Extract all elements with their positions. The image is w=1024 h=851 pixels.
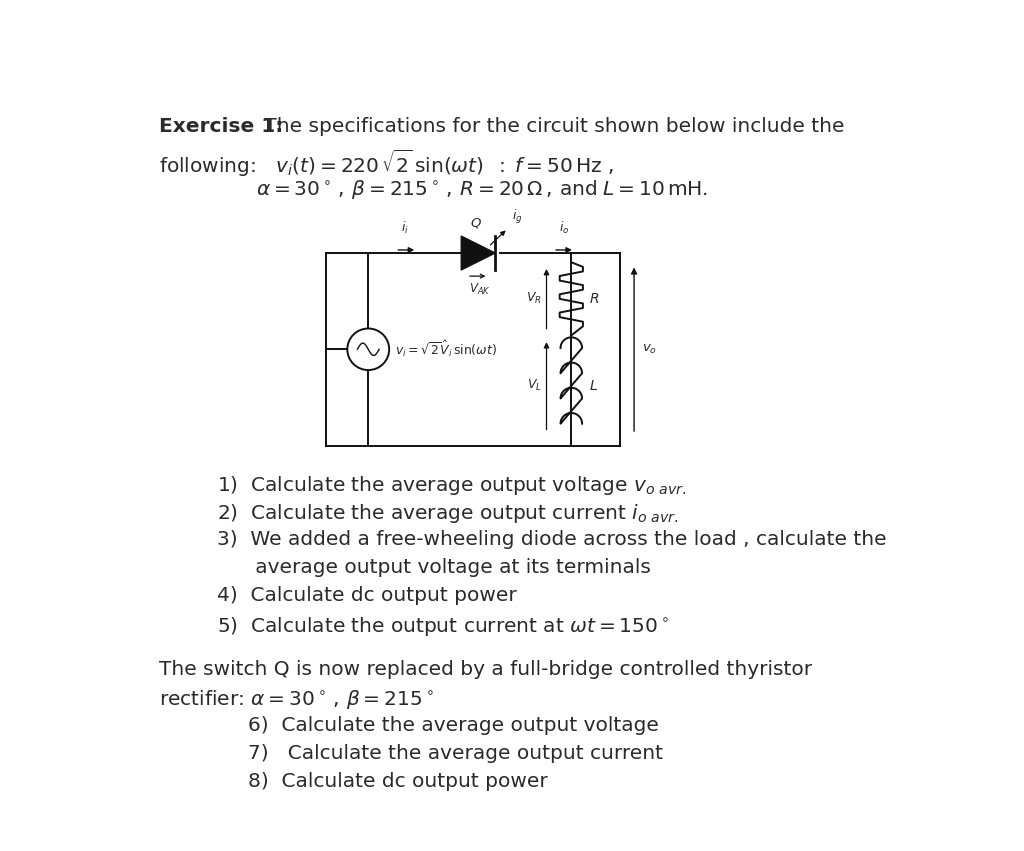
Text: $V_L$: $V_L$ bbox=[527, 379, 542, 393]
Text: 2)  Calculate the average output current $i_{o\ avr.}$: 2) Calculate the average output current … bbox=[217, 502, 678, 525]
Text: $i_o$: $i_o$ bbox=[559, 220, 569, 236]
Text: L: L bbox=[590, 379, 598, 393]
Text: $V_{AK}$: $V_{AK}$ bbox=[469, 283, 490, 297]
Text: 5)  Calculate the output current at $\omega t = 150^\circ$: 5) Calculate the output current at $\ome… bbox=[217, 614, 669, 637]
Text: The switch Q is now replaced by a full-bridge controlled thyristor: The switch Q is now replaced by a full-b… bbox=[159, 660, 812, 678]
Text: 7)   Calculate the average output current: 7) Calculate the average output current bbox=[248, 744, 664, 762]
Text: average output voltage at its terminals: average output voltage at its terminals bbox=[217, 558, 651, 577]
Text: 8)  Calculate dc output power: 8) Calculate dc output power bbox=[248, 772, 548, 791]
Text: Q: Q bbox=[471, 217, 481, 230]
Text: $V_R$: $V_R$ bbox=[526, 291, 542, 306]
Text: $i_i$: $i_i$ bbox=[400, 220, 409, 236]
Text: $v_i = \sqrt{2}\hat{V}_i\,\sin(\omega t)$: $v_i = \sqrt{2}\hat{V}_i\,\sin(\omega t)… bbox=[395, 340, 498, 359]
Text: 3)  We added a free-wheeling diode across the load , calculate the: 3) We added a free-wheeling diode across… bbox=[217, 530, 887, 549]
Text: 6)  Calculate the average output voltage: 6) Calculate the average output voltage bbox=[248, 716, 659, 734]
Text: rectifier: $\alpha = 30^\circ\,,\,\beta = 215^\circ$: rectifier: $\alpha = 30^\circ\,,\,\beta … bbox=[159, 688, 434, 711]
Text: $i_g$: $i_g$ bbox=[512, 208, 523, 226]
Text: 1)  Calculate the average output voltage $v_{o\ avr.}$: 1) Calculate the average output voltage … bbox=[217, 474, 686, 497]
Text: The specifications for the circuit shown below include the: The specifications for the circuit shown… bbox=[258, 117, 845, 136]
Text: 4)  Calculate dc output power: 4) Calculate dc output power bbox=[217, 586, 517, 605]
Text: $v_o$: $v_o$ bbox=[642, 343, 657, 356]
Text: $\alpha = 30^\circ\,,\,\beta = 215^\circ\,,\,R = 20\,\Omega\,,\,\mathrm{and}\;L : $\alpha = 30^\circ\,,\,\beta = 215^\circ… bbox=[256, 178, 709, 201]
Text: R: R bbox=[590, 292, 599, 306]
Text: following:   $v_i(t) = 220\,\sqrt{2}\,\sin(\omega t)\;\;:\;f = 50\,\mathrm{Hz}$ : following: $v_i(t) = 220\,\sqrt{2}\,\sin… bbox=[159, 147, 613, 179]
Polygon shape bbox=[461, 236, 496, 270]
Text: Exercise 1:: Exercise 1: bbox=[159, 117, 284, 136]
